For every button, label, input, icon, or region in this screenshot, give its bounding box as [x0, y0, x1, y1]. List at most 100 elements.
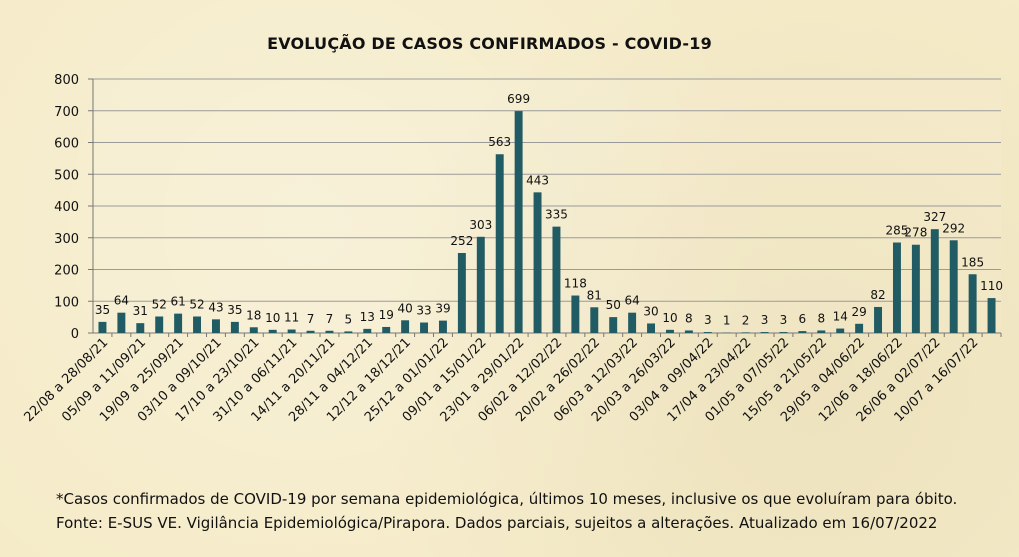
bar: [760, 332, 769, 333]
bar: [211, 319, 220, 333]
bar: [155, 316, 164, 333]
y-tick-label: 0: [71, 327, 79, 342]
y-tick-label: 200: [54, 264, 79, 279]
bar: [703, 332, 712, 333]
data-label: 3: [780, 313, 788, 327]
bar: [476, 236, 485, 333]
bar: [798, 331, 807, 333]
bar: [817, 330, 826, 333]
bar: [268, 329, 277, 333]
data-label: 335: [545, 208, 568, 222]
data-label: 8: [817, 311, 825, 325]
chart-title-text: EVOLUÇÃO DE CASOS CONFIRMADOS - COVID-19: [267, 34, 712, 53]
bar: [968, 274, 977, 333]
bar: [892, 242, 901, 333]
data-label: 43: [208, 300, 223, 314]
data-label: 563: [488, 135, 511, 149]
data-label: 110: [980, 279, 1003, 293]
data-label: 64: [624, 294, 639, 308]
bar: [306, 330, 315, 333]
data-label: 81: [587, 288, 602, 302]
bar: [684, 330, 693, 333]
data-label: 18: [246, 308, 261, 322]
bar: [949, 240, 958, 333]
data-label: 39: [435, 302, 450, 316]
data-label: 278: [904, 226, 927, 240]
data-label: 52: [189, 297, 204, 311]
y-tick-label: 300: [54, 232, 79, 247]
y-tick-label: 100: [54, 295, 79, 310]
data-label: 30: [643, 304, 658, 318]
bar: [514, 111, 523, 333]
bar: [836, 328, 845, 333]
data-label: 11: [284, 311, 299, 325]
data-label: 19: [379, 308, 394, 322]
data-label: 29: [851, 305, 866, 319]
data-label: 5: [345, 312, 353, 326]
data-label: 35: [227, 303, 242, 317]
bar: [401, 320, 410, 333]
data-label: 327: [923, 210, 946, 224]
data-label: 31: [133, 304, 148, 318]
bar: [382, 326, 391, 333]
bar: [874, 306, 883, 333]
bar: [98, 321, 107, 333]
bar: [930, 229, 939, 333]
data-label: 3: [761, 313, 769, 327]
y-tick-label: 400: [54, 200, 79, 215]
data-label: 50: [606, 298, 621, 312]
bar: [628, 312, 637, 333]
data-label: 14: [833, 310, 848, 324]
bar: [420, 322, 429, 333]
data-label: 443: [526, 173, 549, 187]
data-label: 699: [507, 92, 530, 106]
data-label: 61: [170, 295, 185, 309]
data-label: 1: [723, 314, 731, 328]
data-label: 10: [265, 311, 280, 325]
bar: [495, 154, 504, 333]
bar: [174, 313, 183, 333]
chart-title: EVOLUÇÃO DE CASOS CONFIRMADOS - COVID-19: [0, 34, 1019, 53]
bar: [287, 329, 296, 333]
bar: [590, 307, 599, 333]
data-label: 6: [799, 312, 807, 326]
data-label: 292: [942, 221, 965, 235]
data-label: 252: [450, 234, 473, 248]
data-label: 303: [469, 218, 492, 232]
data-label: 82: [870, 288, 885, 302]
bar: [249, 327, 258, 333]
bar: [457, 252, 466, 333]
data-label: 2: [742, 313, 750, 327]
footnote-line-2: Fonte: E-SUS VE. Vigilância Epidemiológi…: [56, 514, 938, 532]
bar: [193, 316, 202, 333]
data-label: 35: [95, 303, 110, 317]
bar: [230, 321, 239, 333]
bar: [987, 298, 996, 333]
bar: [571, 295, 580, 333]
bar: [665, 329, 674, 333]
bar: [911, 244, 920, 333]
bar: [325, 330, 334, 333]
bar: [344, 331, 353, 333]
bar: [363, 328, 372, 333]
bar: [136, 323, 145, 333]
bar: [779, 332, 788, 333]
bar: [117, 312, 126, 333]
bar: [741, 332, 750, 333]
bar: [533, 192, 542, 333]
bar: [609, 317, 618, 333]
data-label: 64: [114, 294, 129, 308]
bar: [552, 226, 561, 333]
bar: [647, 323, 656, 333]
data-label: 52: [152, 297, 167, 311]
data-label: 7: [307, 312, 315, 326]
y-tick-label: 800: [54, 73, 79, 88]
footnote-line-1: *Casos confirmados de COVID-19 por seman…: [56, 490, 958, 508]
data-label: 10: [662, 311, 677, 325]
data-label: 7: [326, 312, 334, 326]
y-tick-label: 500: [54, 168, 79, 183]
bar: [438, 320, 447, 333]
data-label: 13: [360, 310, 375, 324]
y-tick-label: 600: [54, 137, 79, 152]
